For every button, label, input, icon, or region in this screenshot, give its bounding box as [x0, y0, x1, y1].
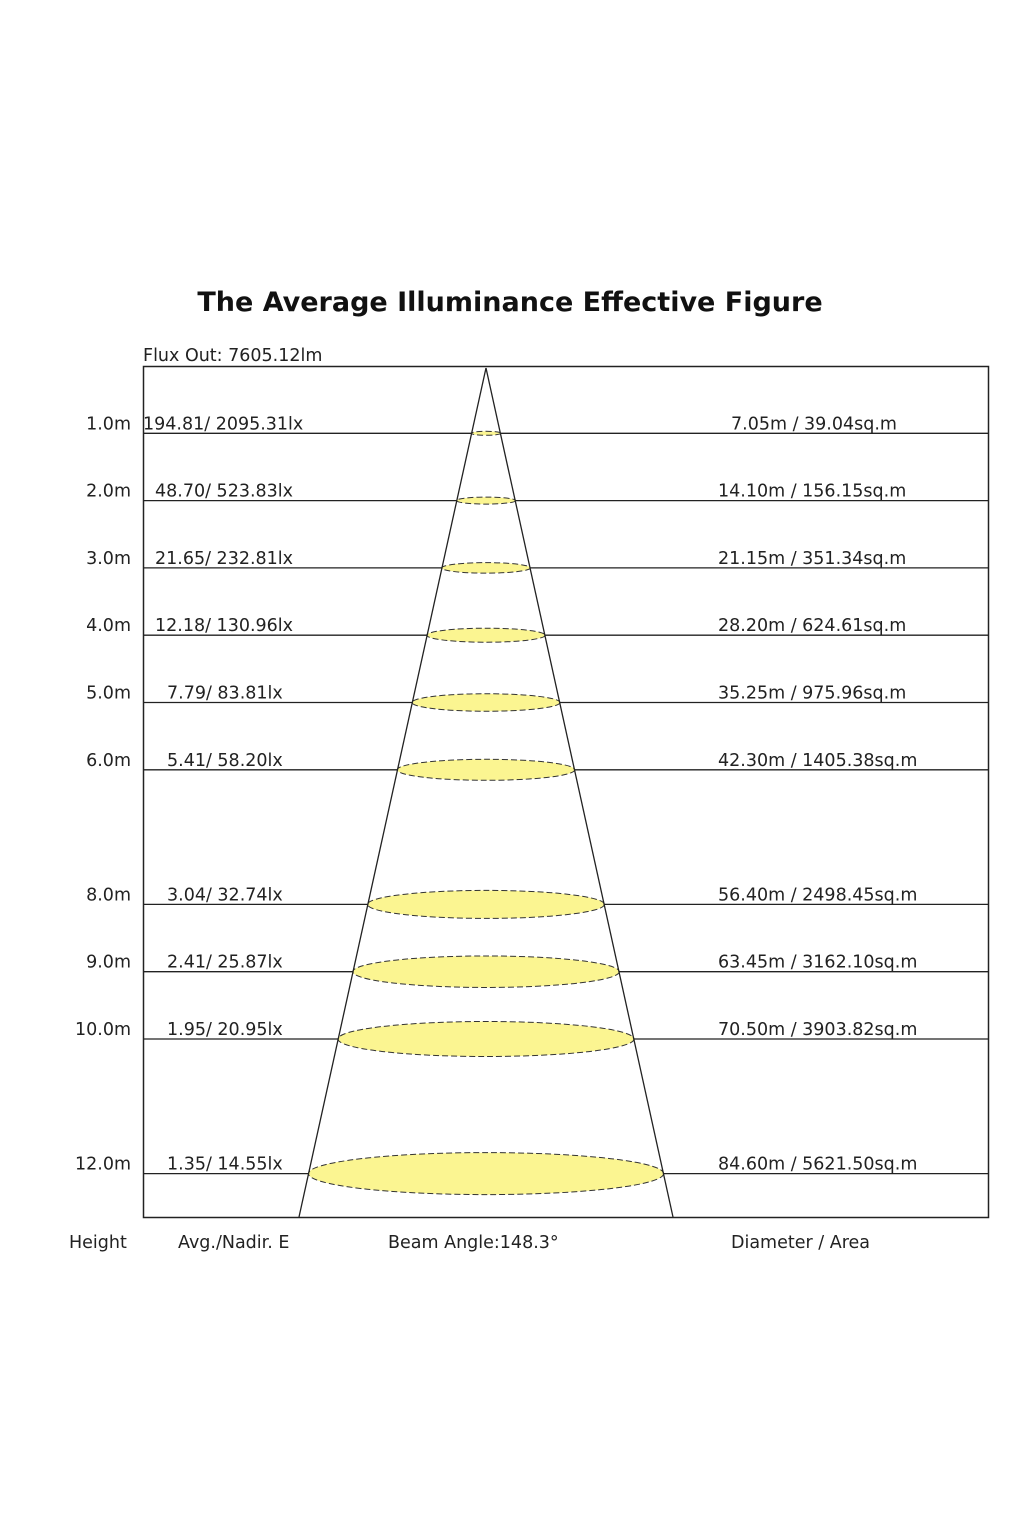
- light-spot-ellipse: [307, 1152, 665, 1196]
- light-spot-ellipse: [337, 1021, 635, 1057]
- light-spot-ellipse: [396, 758, 576, 781]
- light-spot-ellipse: [411, 693, 561, 712]
- illuminance-value: 3.04/ 32.74lx: [167, 885, 283, 905]
- light-spot-ellipse: [455, 496, 517, 505]
- figure-frame: [142, 365, 990, 1219]
- diameter-area-value: 28.20m / 624.61sq.m: [718, 616, 906, 636]
- illuminance-value: 5.41/ 58.20lx: [167, 751, 283, 771]
- illuminance-value: 1.95/ 20.95lx: [167, 1020, 283, 1040]
- light-spot-ellipse: [470, 430, 502, 436]
- illuminance-value: 21.65/ 232.81lx: [155, 549, 293, 569]
- height-label: 9.0m: [86, 953, 131, 973]
- illuminance-value: 7.79/ 83.81lx: [167, 684, 283, 704]
- diameter-area-value: 35.25m / 975.96sq.m: [718, 684, 906, 704]
- flux-out-label: Flux Out: 7605.12lm: [143, 346, 322, 366]
- height-label: 2.0m: [86, 482, 131, 502]
- diameter-area-value: 21.15m / 351.34sq.m: [718, 549, 906, 569]
- diameter-area-value: 7.05m / 39.04sq.m: [731, 414, 897, 434]
- height-label: 1.0m: [86, 414, 131, 434]
- footer-avg-nadir-label: Avg./Nadir. E: [178, 1233, 289, 1253]
- cone-left-edge: [298, 367, 487, 1218]
- light-spot-ellipse: [352, 955, 620, 988]
- illuminance-value: 1.35/ 14.55lx: [167, 1155, 283, 1175]
- height-label: 6.0m: [86, 751, 131, 771]
- illuminance-value: 194.81/ 2095.31lx: [143, 414, 303, 434]
- height-label: 8.0m: [86, 885, 131, 905]
- diameter-area-value: 63.45m / 3162.10sq.m: [718, 953, 917, 973]
- cone-right-edge: [485, 367, 674, 1218]
- height-label: 4.0m: [86, 616, 131, 636]
- footer-diameter-area-label: Diameter / Area: [731, 1233, 870, 1253]
- footer-beam-angle-label: Beam Angle:148.3°: [388, 1233, 559, 1253]
- height-label: 3.0m: [86, 549, 131, 569]
- height-label: 5.0m: [86, 684, 131, 704]
- height-label: 10.0m: [75, 1020, 131, 1040]
- footer-height-label: Height: [69, 1233, 127, 1253]
- light-spot-ellipse: [426, 627, 546, 643]
- diameter-area-value: 42.30m / 1405.38sq.m: [718, 751, 917, 771]
- illuminance-value: 12.18/ 130.96lx: [155, 616, 293, 636]
- diameter-area-value: 14.10m / 156.15sq.m: [718, 482, 906, 502]
- diameter-area-value: 70.50m / 3903.82sq.m: [718, 1020, 917, 1040]
- light-spot-ellipse: [441, 562, 531, 574]
- diameter-area-value: 56.40m / 2498.45sq.m: [718, 885, 917, 905]
- figure-title: The Average Illuminance Effective Figure: [197, 287, 822, 318]
- illuminance-value: 48.70/ 523.83lx: [155, 482, 293, 502]
- light-spot-ellipse: [367, 889, 605, 919]
- height-label: 12.0m: [75, 1155, 131, 1175]
- illuminance-value: 2.41/ 25.87lx: [167, 953, 283, 973]
- diameter-area-value: 84.60m / 5621.50sq.m: [718, 1155, 917, 1175]
